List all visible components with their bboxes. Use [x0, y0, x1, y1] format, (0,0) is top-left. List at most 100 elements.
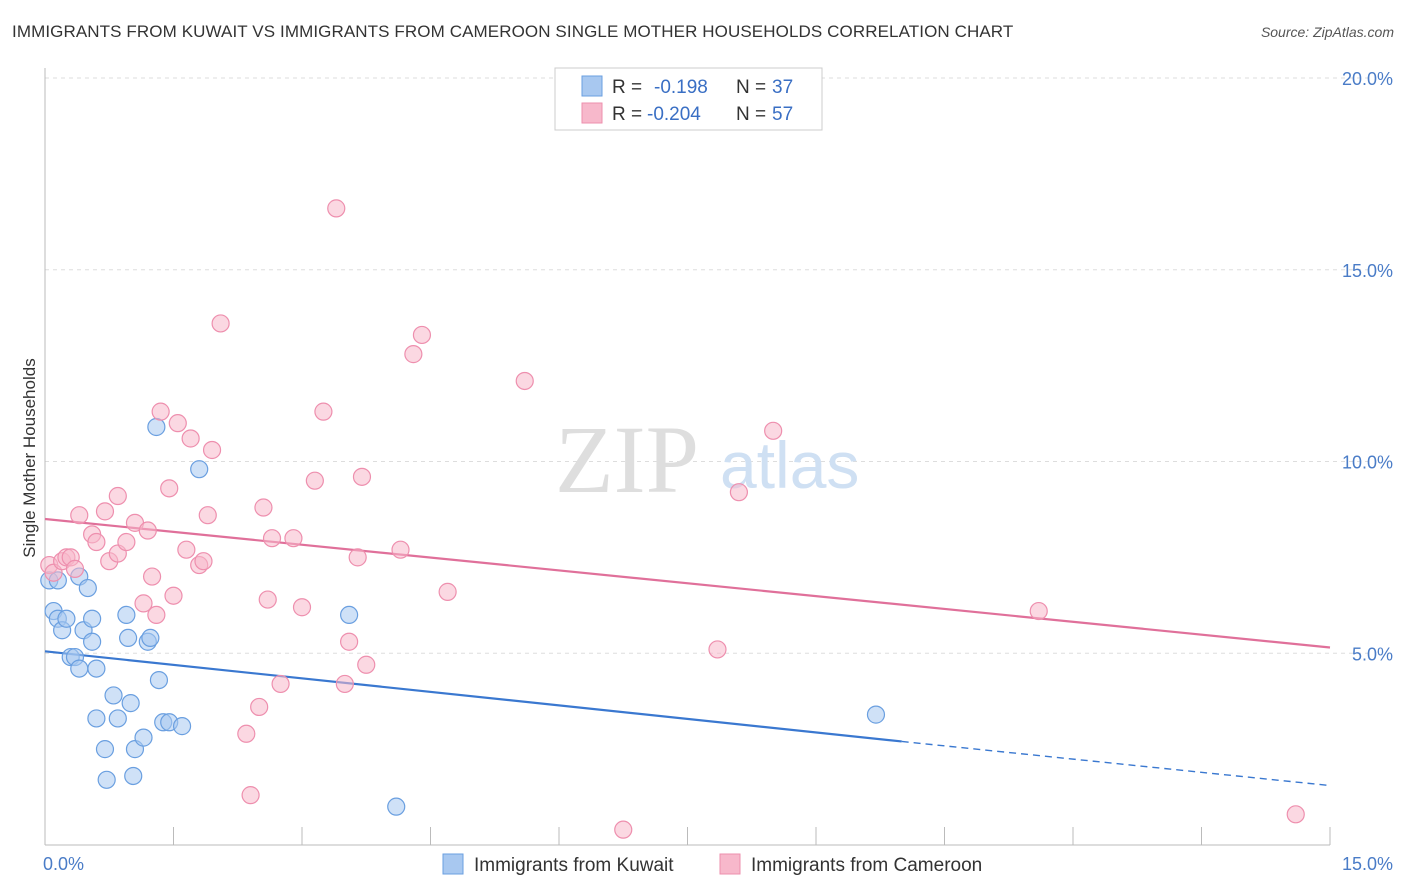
top-legend: R = -0.198 N = 37 R = -0.204 N = 57 — [554, 67, 823, 131]
cameroon-point — [138, 521, 157, 540]
legend-kuwait-n-label: N = — [736, 77, 766, 98]
kuwait-point — [87, 659, 106, 678]
cameroon-point — [438, 582, 457, 601]
cameroon-point — [352, 467, 372, 486]
grid-lines — [45, 77, 1370, 654]
cameroon-point — [181, 429, 200, 448]
cameroon-point — [262, 529, 282, 548]
cameroon-point — [117, 532, 136, 552]
cameroon-point — [134, 594, 153, 613]
kuwait-point — [387, 797, 406, 816]
cameroon-point — [292, 598, 312, 617]
x-tick-labels: 0.0% 15.0% — [43, 854, 1393, 874]
legend-cameroon-r-value: -0.204 — [647, 104, 701, 125]
kuwait-point — [104, 686, 123, 705]
bottom-legend-kuwait-swatch — [442, 853, 464, 875]
y-tick-labels: 5.0% 10.0% 15.0% 20.0% — [1342, 69, 1393, 664]
kuwait-point — [866, 705, 886, 724]
legend-kuwait-n-value: 37 — [772, 77, 793, 98]
axes — [44, 68, 1331, 846]
kuwait-point — [172, 717, 192, 736]
kuwait-point — [57, 609, 76, 628]
chart-title: IMMIGRANTS FROM KUWAIT VS IMMIGRANTS FRO… — [12, 22, 1014, 41]
cameroon-point — [335, 674, 354, 694]
kuwait-trendline — [44, 650, 902, 743]
legend-cameroon-r-label: R = — [612, 104, 642, 125]
cameroon-point — [151, 402, 170, 421]
cameroon-point — [241, 786, 260, 805]
cameroon-point — [614, 820, 633, 839]
legend-kuwait-r-label: R = — [612, 77, 642, 98]
cameroon-point — [404, 345, 423, 364]
trendlines — [44, 517, 1331, 787]
cameroon-point — [254, 498, 273, 517]
legend-cameroon-swatch — [581, 102, 603, 124]
cameroon-point — [147, 605, 166, 625]
cameroon-point — [764, 421, 783, 440]
cameroon-point — [729, 483, 749, 502]
kuwait-point — [190, 460, 209, 479]
y-tick-label: 10.0% — [1342, 453, 1393, 473]
cameroon-point — [250, 697, 269, 717]
cameroon-point — [194, 552, 213, 571]
kuwait-point — [147, 417, 166, 437]
kuwait-point — [118, 628, 138, 648]
kuwait-trendline-extrapolated — [901, 740, 1331, 787]
cameroon-point — [314, 402, 333, 421]
cameroon-point — [708, 640, 727, 659]
kuwait-point — [134, 728, 153, 747]
cameroon-point — [108, 486, 127, 506]
kuwait-point — [108, 709, 127, 728]
kuwait-point — [97, 770, 116, 789]
bottom-legend: Immigrants from Kuwait Immigrants from C… — [442, 853, 982, 876]
legend-kuwait-swatch — [581, 75, 603, 97]
kuwait-point — [83, 632, 102, 651]
legend-kuwait-r-value: -0.198 — [654, 77, 708, 98]
cameroon-point — [1029, 601, 1048, 621]
cameroon-point — [348, 548, 367, 567]
cameroon-point — [340, 632, 359, 651]
source-credit: Source: ZipAtlas.com — [1260, 24, 1394, 40]
cameroon-point — [198, 506, 217, 525]
cameroon-point — [271, 674, 290, 694]
cameroon-point — [65, 559, 85, 578]
bottom-legend-cameroon-swatch — [719, 853, 741, 875]
cameroon-point — [70, 506, 89, 525]
cameroon-point — [202, 440, 222, 460]
kuwait-point — [95, 740, 115, 759]
bottom-legend-kuwait-label: Immigrants from Kuwait — [474, 855, 674, 876]
cameroon-point — [168, 414, 187, 433]
cameroon-point — [177, 540, 196, 559]
cameroon-point — [237, 724, 256, 743]
y-tick-label: 5.0% — [1352, 644, 1393, 664]
watermark-zip: ZIP — [555, 406, 699, 513]
kuwait-point — [340, 605, 359, 625]
cameroon-point — [160, 479, 179, 498]
kuwait-point — [124, 766, 143, 786]
kuwait-point — [78, 578, 97, 598]
kuwait-point — [70, 659, 89, 678]
cameroon-point — [412, 325, 432, 345]
cameroon-point — [1286, 805, 1305, 824]
cameroon-point — [87, 532, 106, 552]
x-tick-label: 15.0% — [1342, 854, 1393, 874]
kuwait-point — [121, 694, 140, 713]
y-tick-label: 20.0% — [1342, 69, 1393, 89]
cameroon-trendline — [44, 517, 1331, 649]
cameroon-point — [284, 529, 303, 548]
cameroon-point — [95, 502, 115, 521]
cameroon-point — [357, 655, 376, 674]
cameroon-point — [142, 567, 162, 586]
cameroon-point — [258, 590, 277, 609]
cameroon-point — [211, 314, 230, 333]
kuwait-point — [117, 605, 136, 625]
y-axis-label: Single Mother Households — [20, 358, 39, 557]
x-tick-label: 0.0% — [43, 854, 84, 874]
cameroon-point — [164, 586, 183, 605]
cameroon-point — [391, 540, 410, 559]
bottom-legend-cameroon-label: Immigrants from Cameroon — [751, 855, 982, 876]
kuwait-point — [83, 609, 102, 628]
kuwait-point — [149, 670, 169, 690]
kuwait-point — [141, 628, 160, 648]
